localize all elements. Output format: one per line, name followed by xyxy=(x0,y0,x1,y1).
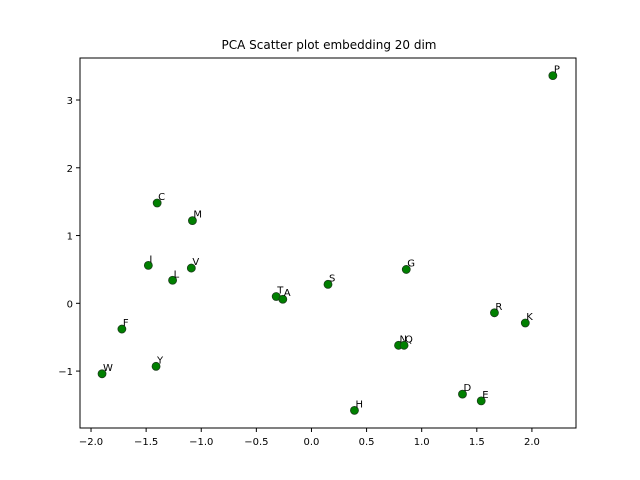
point-label-t: T xyxy=(276,286,284,297)
point-label-e: E xyxy=(482,390,488,401)
point-label-c: C xyxy=(158,192,165,203)
data-points: P C M I V L G S T A F R K NQ W Y DE H xyxy=(97,65,560,415)
point-r xyxy=(490,308,499,318)
y-tick-label: 2 xyxy=(67,164,73,175)
point-s xyxy=(323,279,333,289)
point-label-w: W xyxy=(103,363,113,374)
point-v xyxy=(186,263,196,273)
point-label-i: I xyxy=(149,254,152,265)
point-g xyxy=(401,265,411,274)
point-q xyxy=(399,340,409,350)
x-tick-label: 0.0 xyxy=(304,437,320,448)
point-w xyxy=(97,369,107,379)
x-tick-label: 2.0 xyxy=(524,437,540,448)
point-label-s: S xyxy=(329,273,335,284)
point-c xyxy=(152,198,162,208)
x-tick-label: 1.5 xyxy=(469,437,485,448)
point-label-l: L xyxy=(174,269,180,280)
x-tick-label: 0.5 xyxy=(359,437,375,448)
x-tick-label: −1.5 xyxy=(134,437,158,448)
y-tick-label: 3 xyxy=(67,96,73,107)
point-y xyxy=(151,361,161,371)
y-tick-label: 0 xyxy=(67,299,73,310)
y-tick-label: 1 xyxy=(67,232,73,243)
point-label-p: P xyxy=(554,65,560,76)
point-label-d: D xyxy=(463,383,471,394)
point-l xyxy=(168,275,177,285)
point-label-m: M xyxy=(193,210,202,221)
point-label-k: K xyxy=(526,312,533,323)
plot-frame xyxy=(79,57,577,429)
point-i xyxy=(143,260,153,270)
axis-ticks: −2.0 −1.5 −1.0 −0.5 0.0 0.5 1.0 1.5 2.0 −1 0 1 2 3 xyxy=(58,96,540,448)
point-h xyxy=(350,405,359,415)
point-d xyxy=(458,389,467,399)
y-tick-label: −1 xyxy=(58,367,73,378)
point-f xyxy=(117,324,127,334)
point-k xyxy=(520,318,530,328)
point-a xyxy=(278,294,288,304)
point-label-h: H xyxy=(355,399,363,410)
point-label-y: Y xyxy=(156,355,164,366)
point-label-r: R xyxy=(495,302,502,313)
point-label-g: G xyxy=(407,258,415,269)
x-tick-label: −1.0 xyxy=(189,437,213,448)
point-label-n: N xyxy=(400,334,407,345)
x-tick-label: −0.5 xyxy=(244,437,268,448)
point-label-q: Q xyxy=(405,334,413,345)
chart-title: PCA Scatter plot embedding 20 dim xyxy=(222,38,437,52)
point-label-f: F xyxy=(123,318,129,329)
point-label-a: A xyxy=(284,288,291,299)
point-e xyxy=(476,396,486,406)
point-p xyxy=(548,71,558,81)
x-tick-label: −2.0 xyxy=(79,437,103,448)
x-tick-label: 1.0 xyxy=(414,437,430,448)
point-label-v: V xyxy=(192,257,199,268)
point-m xyxy=(188,216,197,226)
